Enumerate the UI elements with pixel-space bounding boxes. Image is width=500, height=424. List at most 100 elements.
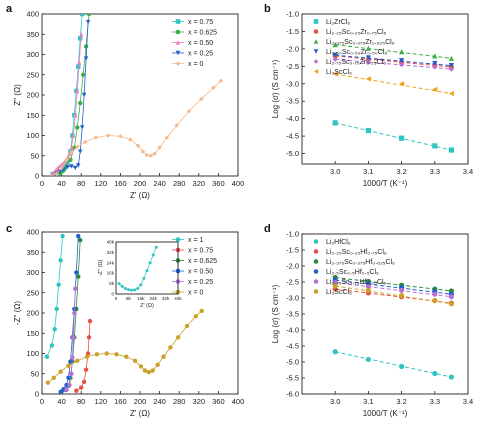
data-point-a-1-10 — [83, 44, 89, 49]
y-tick-label-b-1: -1.5 — [286, 27, 299, 36]
legend-marker-b-5 — [313, 69, 319, 74]
y-tick-label-b-7: -4.5 — [286, 132, 299, 141]
y-tick-label-c-1: 50 — [31, 369, 39, 378]
data-point-c-4-6 — [73, 286, 78, 291]
legend-entry-d-4: Li₂.₇₅Sc₀.₇₅Hf₀.₂₅Cl₆ — [313, 279, 387, 286]
data-point-c-5-9 — [124, 354, 129, 359]
data-point-c-5-20 — [193, 314, 199, 319]
inset-data-point-6 — [136, 287, 140, 291]
x-tick-label-b-3: 3.3 — [430, 167, 440, 176]
data-point-a-4-12 — [144, 152, 150, 158]
inset-y-tick-label-5: 40k — [107, 240, 115, 245]
data-point-b-3-1 — [365, 55, 371, 61]
x-tick-label-c-5: 200 — [134, 397, 147, 406]
y-tick-label-c-2: 100 — [26, 349, 39, 358]
inset-x-tick-label-3: 24k — [149, 296, 157, 301]
y-tick-label-b-2: -2.0 — [286, 44, 299, 53]
data-point-a-4-1 — [59, 165, 64, 171]
legend-entry-d-2: Li₂.₃₇₅Sc₀.₃₇₅Hf₀.₆₂₅Cl₆ — [313, 259, 395, 266]
data-point-a-1-7 — [75, 125, 80, 130]
inset-data-point-4 — [130, 288, 133, 292]
x-tick-label-c-8: 320 — [193, 397, 206, 406]
x-tick-label-d-0: 3.0 — [330, 397, 340, 406]
legend-marker-b-4 — [313, 59, 319, 64]
y-tick-label-a-4: 200 — [26, 91, 39, 100]
data-point-b-4-4 — [448, 66, 454, 72]
x-tick-label-d-2: 3.2 — [396, 397, 406, 406]
legend-entry-b-0: Li₂ZrCl₆ — [313, 19, 350, 26]
data-point-c-5-10 — [132, 358, 138, 363]
legend-label-d-4: Li₂.₇₅Sc₀.₇₅Hf₀.₂₅Cl₆ — [326, 279, 387, 286]
legend-label-d-3: Li₂.₅Sc₀.₅Hf₀.₅Cl₆ — [326, 269, 379, 276]
x-tick-label-b-4: 3.4 — [463, 167, 473, 176]
legend-entry-b-3: Li₂.₅₀Sc₀.₅₀Zr₀.₅₀Cl₆ — [313, 49, 387, 56]
data-point-d-5-2 — [399, 292, 405, 299]
y-tick-label-c-4: 200 — [26, 309, 39, 318]
legend-marker-b-3 — [313, 49, 319, 54]
data-point-b-2-2 — [399, 49, 405, 55]
panel-a: a 0 40 80 120 160 200 240 280 320 360 400 0 50 100 150 2… — [6, 3, 244, 200]
data-point-d-5-0 — [332, 283, 338, 289]
data-point-c-1-3 — [83, 367, 89, 372]
inset-y-tick-label-1: 8k — [109, 281, 115, 286]
x-tick-label-a-2: 80 — [77, 179, 85, 188]
data-point-a-4-18 — [186, 109, 192, 114]
data-point-c-5-8 — [114, 352, 119, 357]
data-point-c-4-3 — [70, 355, 75, 360]
data-point-d-0-0 — [332, 349, 338, 355]
y-tick-label-c-0: 0 — [35, 390, 39, 399]
legend-marker-b-0 — [313, 19, 319, 24]
data-point-a-4-14 — [152, 151, 157, 156]
legend-label-b-5: Li₃ScCl₆ — [326, 69, 352, 76]
x-axis-label-d: 1000/T (K⁻¹) — [363, 409, 408, 418]
legend-label-d-2: Li₂.₃₇₅Sc₀.₃₇₅Hf₀.₆₂₅Cl₆ — [326, 259, 395, 266]
data-point-a-2-2 — [53, 168, 58, 173]
data-point-c-5-15 — [155, 362, 160, 368]
data-point-c-5-7 — [104, 351, 109, 356]
inset-x-axis-label: Z' (Ω) — [140, 303, 154, 309]
data-point-a-2-12 — [73, 113, 78, 118]
data-point-c-4-1 — [67, 382, 72, 388]
data-point-a-2-14 — [77, 60, 82, 65]
legend-marker-a-0 — [175, 19, 181, 24]
legend-label-a-2: x = 0.50 — [188, 40, 213, 47]
data-point-a-2-15 — [79, 32, 84, 37]
data-point-d-4-4 — [448, 294, 454, 300]
y-tick-label-d-6: -4.0 — [286, 326, 299, 335]
x-tick-label-a-3: 120 — [95, 179, 108, 188]
data-point-c-4-4 — [71, 335, 76, 340]
inset-y-axis-label: -Z'' (Ω) — [98, 260, 104, 277]
data-point-c-1-6 — [87, 318, 93, 324]
inset-x-tick-label-4: 32k — [162, 296, 170, 301]
legend-entry-a-2: x = 0.50 — [172, 40, 213, 47]
data-point-b-3-3 — [432, 60, 438, 67]
x-tick-label-a-0: 0 — [40, 179, 44, 188]
legend-marker-b-1 — [313, 29, 319, 34]
data-point-a-4-0 — [54, 171, 59, 176]
data-point-c-3-0 — [58, 389, 63, 394]
y-tick-label-d-7: -4.5 — [286, 342, 299, 351]
x-tick-label-b-0: 3.0 — [330, 167, 340, 176]
inset-data-point-10 — [148, 261, 152, 265]
x-tick-label-b-1: 3.1 — [363, 167, 373, 176]
legend-label-b-2: Li₂.₃₇₅Sc₀.₃₇₅Zr₀.₆₂₅Cl₆ — [326, 39, 395, 46]
legend-marker-d-2 — [313, 259, 319, 264]
data-point-d-4-3 — [432, 291, 438, 297]
fit-line-d-0 — [335, 351, 452, 378]
panel-label-a: a — [6, 3, 13, 15]
plot-area-d — [332, 274, 454, 380]
legend-entry-b-4: Li₂.₇₅Sc₀.₇₅Zr₀.₂₅Cl₆ — [313, 59, 386, 66]
inset-data-point-7 — [139, 283, 143, 287]
legend-entry-d-1: Li₂.₂₅Sc₀.₂₅Hf₀.₇₅Cl₆ — [313, 249, 387, 256]
data-point-d-0-4 — [448, 374, 454, 380]
legend-label-c-4: x = 0.25 — [188, 279, 213, 286]
panel-label-d: d — [264, 223, 271, 235]
x-tick-label-c-0: 0 — [40, 397, 44, 406]
y-tick-label-c-8: 400 — [26, 228, 39, 237]
data-point-a-3-9 — [81, 92, 87, 98]
data-point-d-4-2 — [399, 287, 405, 293]
data-point-c-4-0 — [64, 387, 69, 393]
data-point-a-3-6 — [76, 163, 81, 168]
data-point-c-5-2 — [58, 369, 63, 374]
y-tick-label-b-6: -4.0 — [286, 114, 299, 123]
